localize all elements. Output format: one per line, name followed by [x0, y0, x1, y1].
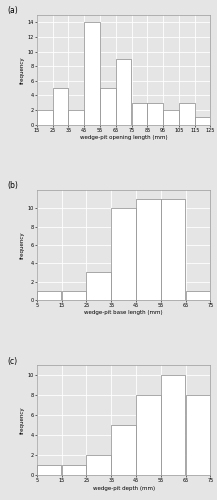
- X-axis label: wedge-pit opening length (mm): wedge-pit opening length (mm): [80, 135, 168, 140]
- Bar: [100, 88, 116, 124]
- Y-axis label: frequency: frequency: [19, 231, 24, 259]
- Text: (c): (c): [7, 356, 18, 366]
- Bar: [116, 59, 132, 124]
- Y-axis label: frequency: frequency: [19, 406, 24, 434]
- Text: (a): (a): [7, 6, 18, 15]
- Bar: [186, 396, 210, 475]
- Bar: [68, 110, 84, 124]
- Y-axis label: frequency: frequency: [19, 56, 24, 84]
- Bar: [37, 110, 53, 124]
- Bar: [132, 102, 147, 124]
- Bar: [161, 376, 186, 475]
- Bar: [147, 102, 163, 124]
- Bar: [37, 465, 61, 475]
- Bar: [62, 290, 86, 300]
- Bar: [62, 465, 86, 475]
- Bar: [136, 200, 161, 300]
- X-axis label: wedge-pit base length (mm): wedge-pit base length (mm): [84, 310, 163, 316]
- Text: (b): (b): [7, 182, 18, 190]
- Bar: [161, 200, 186, 300]
- Bar: [186, 290, 210, 300]
- Bar: [37, 290, 61, 300]
- Bar: [179, 102, 195, 124]
- X-axis label: wedge-pit depth (mm): wedge-pit depth (mm): [93, 486, 155, 490]
- Bar: [163, 110, 179, 124]
- Bar: [195, 117, 210, 124]
- Bar: [53, 88, 68, 124]
- Bar: [111, 425, 136, 475]
- Bar: [111, 208, 136, 300]
- Bar: [87, 272, 111, 300]
- Bar: [84, 22, 100, 125]
- Bar: [136, 396, 161, 475]
- Bar: [87, 455, 111, 475]
